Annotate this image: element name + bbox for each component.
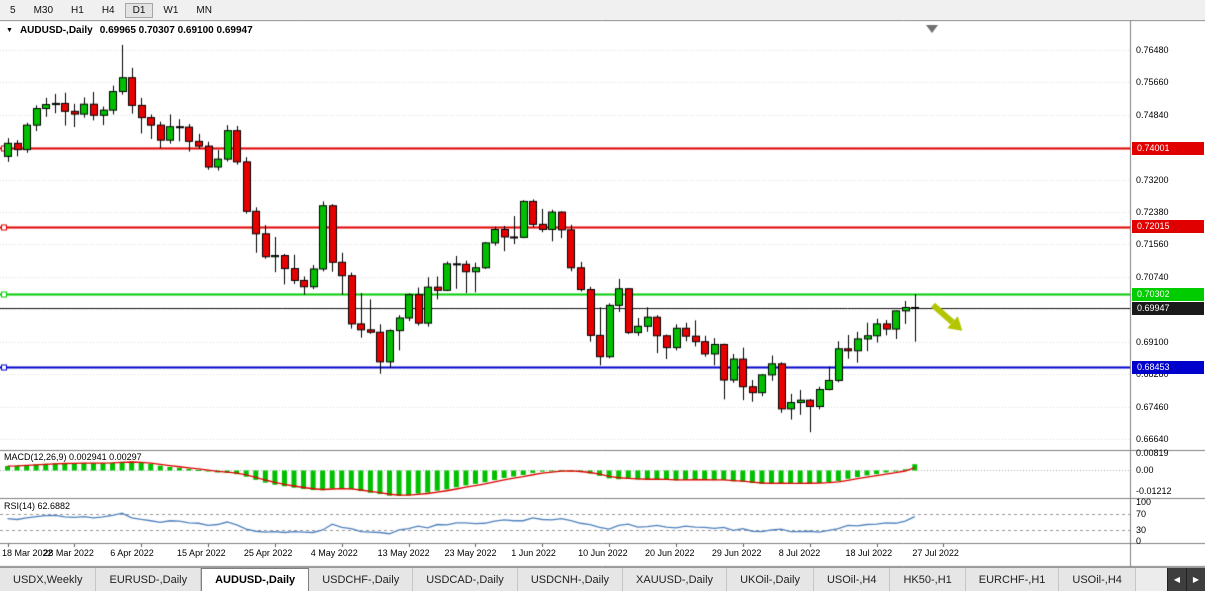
timeframe-button-h1[interactable]: H1 <box>71 4 84 16</box>
symbol-tab-eurchfh1[interactable]: EURCHF-,H1 <box>965 568 1060 591</box>
chart-ohlc-header: ▼ AUDUSD-,Daily 0.69965 0.70307 0.69100 … <box>6 25 253 36</box>
chart-title: AUDUSD-,Daily <box>19 25 93 36</box>
timeframe-button-mn[interactable]: MN <box>196 4 212 16</box>
tab-scroll-right-icon[interactable]: ▶ <box>1186 568 1205 591</box>
rsi-value: 62.6882 <box>37 501 71 511</box>
timeframe-button-h4[interactable]: H4 <box>101 4 115 16</box>
macd-name: MACD(12,26,9) <box>4 452 67 462</box>
symbol-tab-usdcnhdaily[interactable]: USDCNH-,Daily <box>517 568 624 591</box>
timeframe-button-d1[interactable]: D1 <box>124 2 154 18</box>
symbol-tab-audusddaily[interactable]: AUDUSD-,Daily <box>201 568 310 591</box>
macd-values: 0.002941 0.00297 <box>69 452 142 462</box>
symbol-tab-usdcaddaily[interactable]: USDCAD-,Daily <box>413 568 518 591</box>
tab-scroll-left-icon[interactable]: ◀ <box>1167 568 1186 591</box>
symbol-tab-usdxweekly[interactable]: USDX,Weekly <box>0 568 97 591</box>
timeframe-button-5[interactable]: 5 <box>10 4 16 16</box>
symbol-tabbar: USDX,Weekly EURUSD-,Daily AUDUSD-,Daily USD… <box>0 567 1205 591</box>
symbol-tab-eurusddaily[interactable]: EURUSD-,Daily <box>96 568 202 591</box>
symbol-tab-usoilh4[interactable]: USOil-,H4 <box>813 568 891 591</box>
chevron-down-icon[interactable]: ▼ <box>6 27 13 34</box>
chart-ohlc-values: 0.69965 0.70307 0.69100 0.69947 <box>99 25 253 36</box>
symbol-tab-hk50h1[interactable]: HK50-,H1 <box>890 568 966 591</box>
rsi-indicator-label: RSI(14) 62.6882 <box>4 501 70 511</box>
symbol-tab-usoilh4[interactable]: USOil-,H4 <box>1059 568 1136 591</box>
macd-indicator-label: MACD(12,26,9) 0.002941 0.00297 <box>4 452 142 462</box>
symbol-tab-xauusddaily[interactable]: XAUUSD-,Daily <box>623 568 728 591</box>
timeframe-button-m30[interactable]: M30 <box>33 4 54 16</box>
timeframe-toolbar: 5 M30 H1 H4 D1 W1 MN <box>0 0 1205 20</box>
tabbar-scroll-controls: ◀ ▶ <box>1167 568 1205 591</box>
symbol-tab-usdchfdaily[interactable]: USDCHF-,Daily <box>309 568 414 591</box>
rsi-name: RSI(14) <box>4 501 36 511</box>
timeframe-button-w1[interactable]: W1 <box>163 4 179 16</box>
symbol-tab-ukoildaily[interactable]: UKOil-,Daily <box>727 568 814 591</box>
